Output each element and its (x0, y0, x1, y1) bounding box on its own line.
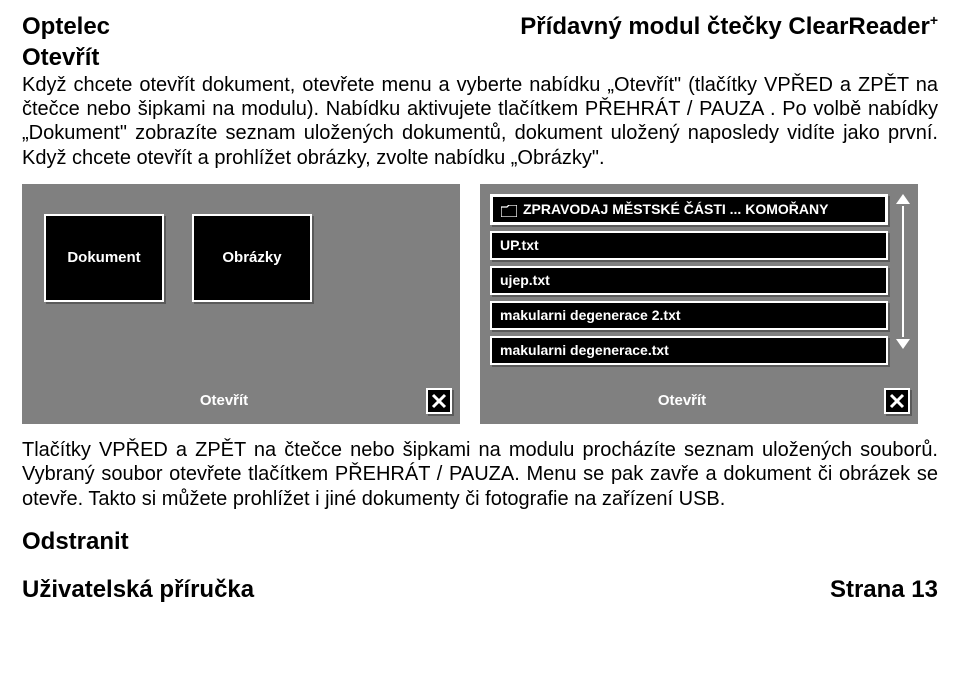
scrollbar[interactable] (896, 194, 910, 349)
panel-files: ZPRAVODAJ MĚSTSKÉ ČÁSTI ... KOMOŘANY UP.… (480, 184, 918, 424)
tile-dokument[interactable]: Dokument (44, 214, 164, 302)
file-0-label: ZPRAVODAJ MĚSTSKÉ ČÁSTI ... KOMOŘANY (523, 201, 828, 218)
tile-obrazky[interactable]: Obrázky (192, 214, 312, 302)
folder-icon (501, 204, 517, 216)
header-right-text: Přídavný modul čtečky ClearReader (520, 13, 930, 40)
file-4-label: makularni degenerace.txt (500, 342, 669, 359)
file-list: ZPRAVODAJ MĚSTSKÉ ČÁSTI ... KOMOŘANY UP.… (490, 194, 888, 365)
bottom-bar-left: Otevřít (22, 386, 460, 416)
file-2-label: ujep.txt (500, 272, 550, 289)
tile-obrazky-label: Obrázky (222, 249, 281, 267)
bottom-label-left: Otevřít (22, 392, 426, 410)
figure-row: Dokument Obrázky Otevřít ZPRAVODAJ MĚ (22, 184, 938, 424)
file-item[interactable]: makularni degenerace.txt (490, 336, 888, 365)
header-left: Optelec (22, 12, 110, 41)
paragraph-2: Tlačítky VPŘED a ZPĚT na čtečce nebo šip… (22, 438, 938, 511)
close-button-right[interactable] (884, 388, 910, 414)
file-1-label: UP.txt (500, 237, 539, 254)
close-icon (889, 393, 905, 409)
file-item[interactable]: makularni degenerace 2.txt (490, 301, 888, 330)
file-item-folder[interactable]: ZPRAVODAJ MĚSTSKÉ ČÁSTI ... KOMOŘANY (490, 194, 888, 225)
paragraph-1: Když chcete otevřít dokument, otevřete m… (22, 73, 938, 171)
tile-dokument-label: Dokument (67, 249, 140, 267)
close-button-left[interactable] (426, 388, 452, 414)
close-icon (431, 393, 447, 409)
header-right: Přídavný modul čtečky ClearReader+ (520, 12, 938, 41)
bottom-label-right: Otevřít (480, 392, 884, 410)
bottom-bar-right: Otevřít (480, 386, 918, 416)
subhead-odstranit: Odstranit (22, 527, 938, 556)
scroll-track-line (902, 206, 904, 337)
footer-right: Strana 13 (830, 575, 938, 604)
file-item[interactable]: UP.txt (490, 231, 888, 260)
file-3-label: makularni degenerace 2.txt (500, 307, 681, 324)
scroll-down-icon (896, 339, 910, 349)
scroll-up-icon (896, 194, 910, 204)
file-item[interactable]: ujep.txt (490, 266, 888, 295)
footer-left: Uživatelská příručka (22, 575, 254, 604)
section-title: Otevřít (22, 43, 938, 72)
panel-menu: Dokument Obrázky Otevřít (22, 184, 460, 424)
header-sup: + (930, 12, 938, 28)
